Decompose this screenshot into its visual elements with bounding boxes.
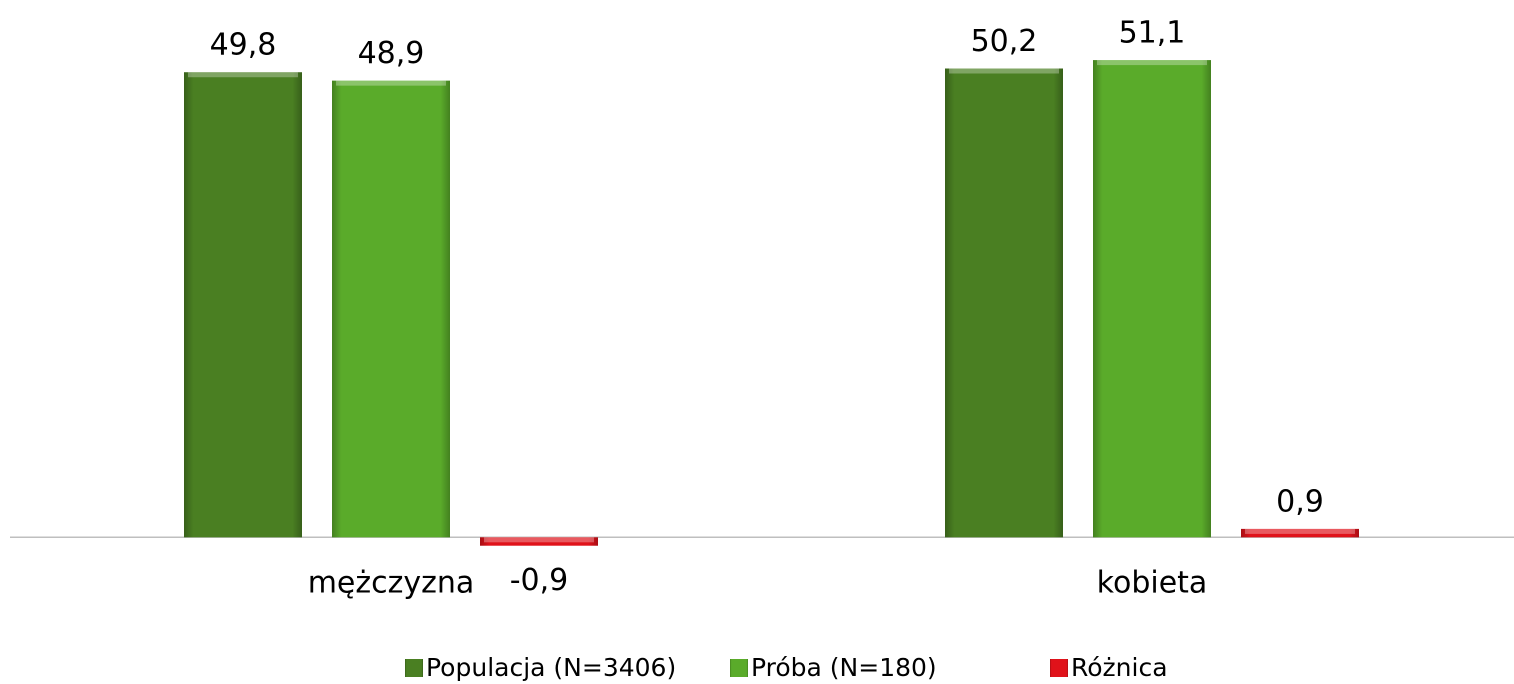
data-label: 49,8 bbox=[210, 28, 277, 63]
bar-highlight bbox=[1245, 528, 1355, 534]
x-tick-label: kobieta bbox=[1097, 566, 1208, 601]
legend-label: Populacja (N=3406) bbox=[426, 653, 676, 682]
legend-label: Różnica bbox=[1071, 653, 1168, 682]
bar-shade bbox=[480, 537, 598, 546]
data-label: -0,9 bbox=[510, 563, 569, 598]
bar-shade bbox=[332, 80, 450, 538]
bar-shade bbox=[1241, 528, 1359, 538]
legend-swatch-shade bbox=[405, 659, 423, 677]
bar-shade bbox=[184, 72, 302, 538]
data-label: 50,2 bbox=[971, 24, 1038, 59]
bar-highlight bbox=[949, 68, 1059, 74]
bar-shade bbox=[945, 68, 1063, 538]
bar-highlight bbox=[1097, 60, 1207, 66]
legend-swatch-shade bbox=[730, 659, 748, 677]
legend-swatch-shade bbox=[1050, 659, 1068, 677]
bar-highlight bbox=[484, 537, 594, 543]
data-label: 48,9 bbox=[358, 36, 425, 71]
bar-highlight bbox=[188, 72, 298, 78]
x-tick-label: mężczyzna bbox=[308, 566, 475, 601]
bar-highlight bbox=[336, 80, 446, 86]
data-label: 51,1 bbox=[1119, 16, 1186, 51]
legend-label: Próba (N=180) bbox=[751, 653, 937, 682]
data-label: 0,9 bbox=[1276, 484, 1324, 519]
bar-shade bbox=[1093, 60, 1211, 538]
